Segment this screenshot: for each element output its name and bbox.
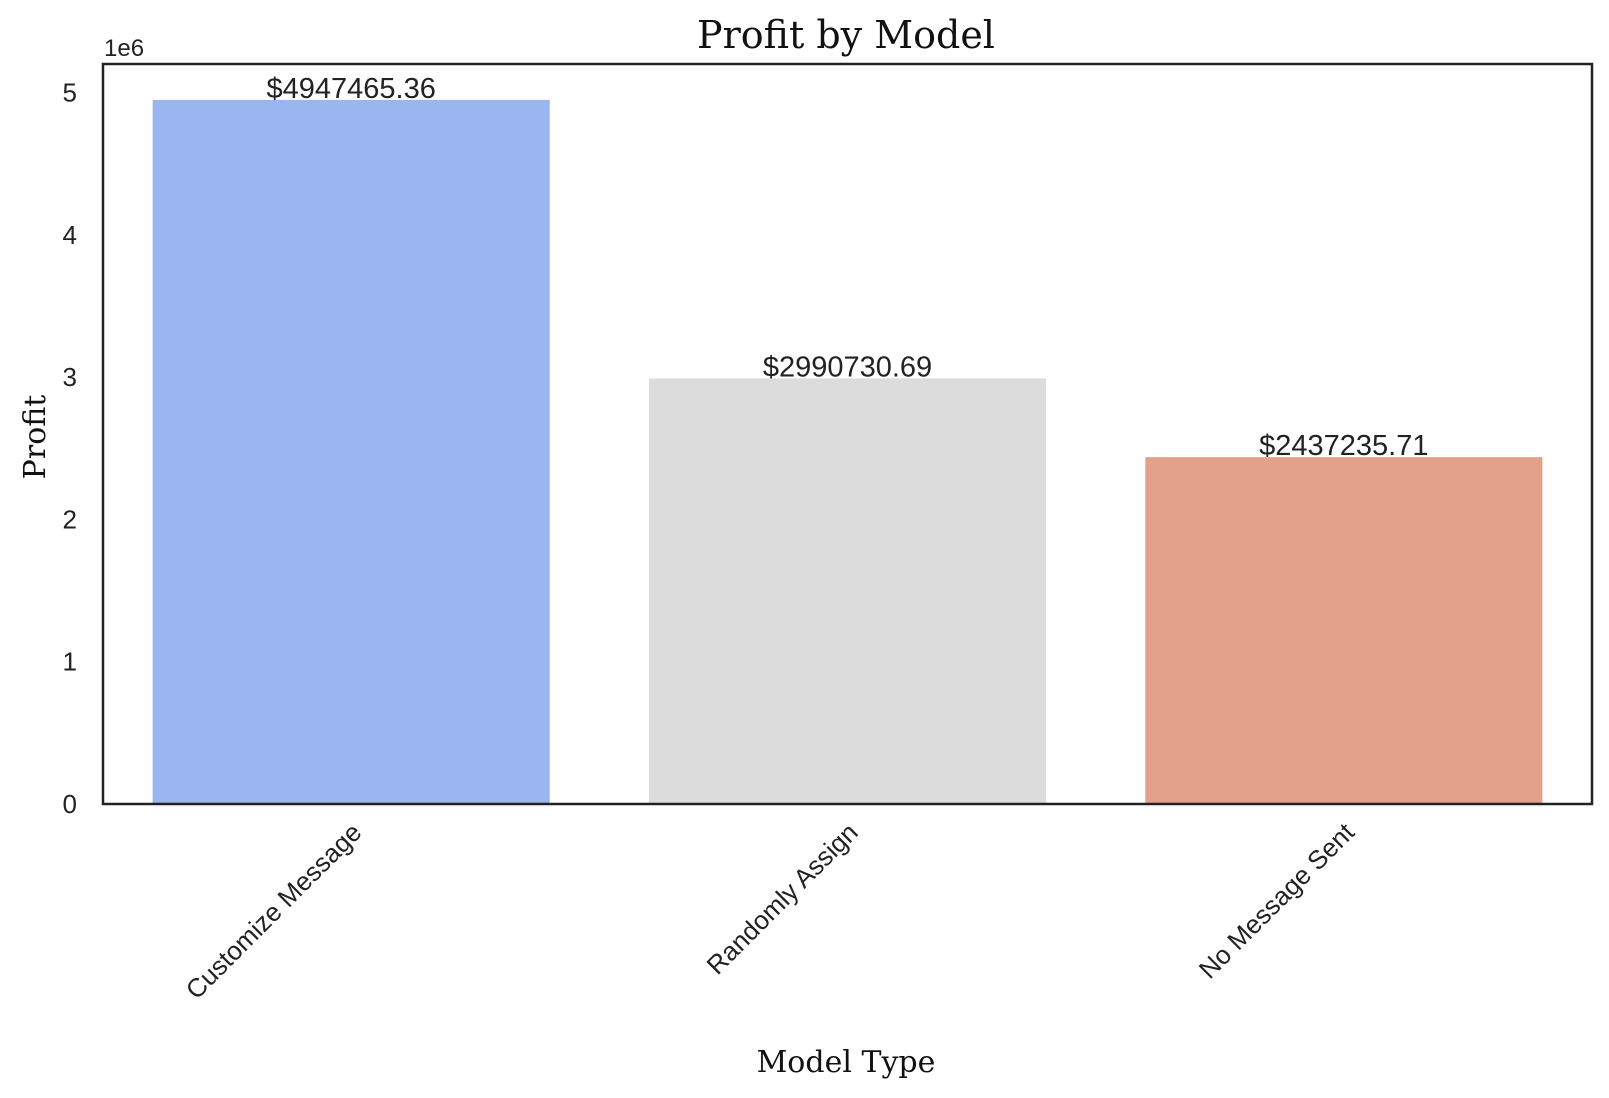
data-label: $4947465.36 — [266, 73, 435, 105]
y-tick-label: 4 — [63, 220, 77, 250]
bar-customize-message — [152, 99, 550, 804]
x-tick-label: No Message Sent — [1193, 816, 1361, 984]
data-labels-layer: $4947465.36 $2990730.69 $2437235.71 — [266, 73, 1428, 462]
x-axis-label: Model Type — [757, 1045, 936, 1080]
y-axis-label: Profit — [18, 395, 53, 480]
bars-layer — [152, 99, 1543, 804]
y-tick-label: 5 — [63, 77, 77, 107]
x-tick-label: Customize Message — [180, 817, 368, 1005]
chart-title: Profit by Model — [697, 13, 995, 57]
data-label: $2437235.71 — [1259, 430, 1428, 462]
data-label: $2990730.69 — [763, 351, 932, 383]
x-tick-label: Randomly Assign — [700, 817, 863, 980]
y-offset-label: 1e6 — [104, 35, 144, 62]
y-tick-label: 0 — [63, 789, 77, 819]
y-tick-label: 3 — [63, 362, 77, 392]
bar-no-message-sent — [1145, 457, 1543, 804]
plot-frame — [101, 62, 1594, 806]
bar-randomly-assign — [648, 378, 1047, 804]
y-tick-label: 1 — [63, 647, 77, 677]
y-tick-label: 2 — [63, 504, 77, 534]
